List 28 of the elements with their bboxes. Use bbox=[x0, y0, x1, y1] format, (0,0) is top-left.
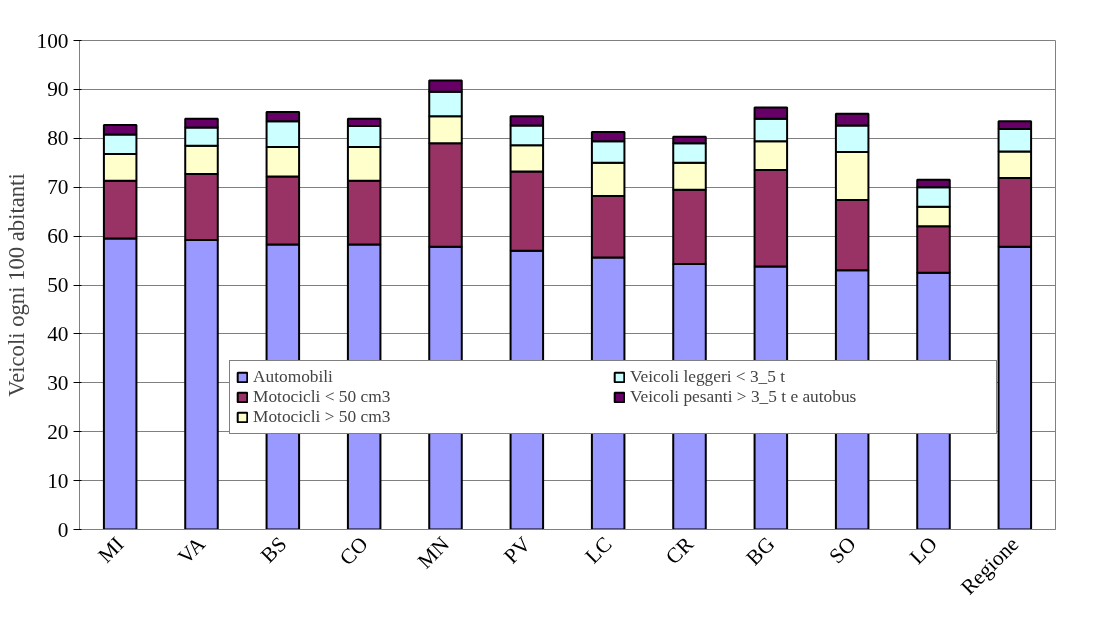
legend-label: Automobili bbox=[253, 367, 334, 387]
x-tick-label: CO bbox=[334, 532, 373, 570]
legend-label: Veicoli pesanti > 3_5 t e autobus bbox=[630, 387, 858, 407]
y-tick-label: 90 bbox=[47, 77, 69, 102]
y-tick-label: 70 bbox=[47, 175, 69, 200]
y-tick-label: 0 bbox=[57, 517, 69, 542]
legend-label: Motocicli < 50 cm3 bbox=[253, 387, 392, 407]
x-tick-label: BG bbox=[741, 532, 780, 570]
x-tick-label: PV bbox=[499, 531, 536, 569]
x-tick-label: VA bbox=[173, 531, 211, 569]
legend-label: Veicoli leggeri < 3_5 t bbox=[630, 367, 787, 387]
x-tick-label: CR bbox=[660, 531, 699, 570]
y-tick-label: 80 bbox=[47, 126, 69, 151]
x-tick-label: LO bbox=[904, 532, 942, 570]
x-tick-label: LC bbox=[580, 532, 617, 569]
x-tick-label: BS bbox=[255, 532, 292, 568]
y-tick-label: 30 bbox=[47, 370, 69, 395]
y-tick-label: 100 bbox=[36, 28, 69, 53]
legend-label: Motocicli > 50 cm3 bbox=[253, 407, 392, 427]
y-tick-label: 50 bbox=[47, 273, 69, 297]
y-tick-label: 10 bbox=[47, 468, 69, 493]
x-tick-label: MN bbox=[412, 532, 454, 574]
y-tick-label: 40 bbox=[47, 321, 69, 346]
y-tick-label: 60 bbox=[47, 224, 69, 249]
x-tick-label: SO bbox=[824, 532, 861, 569]
y-tick-label: 20 bbox=[47, 419, 69, 444]
x-tick-label: MI bbox=[93, 532, 129, 568]
y-axis-title: Veicoli ogni 100 abitanti bbox=[3, 173, 29, 397]
